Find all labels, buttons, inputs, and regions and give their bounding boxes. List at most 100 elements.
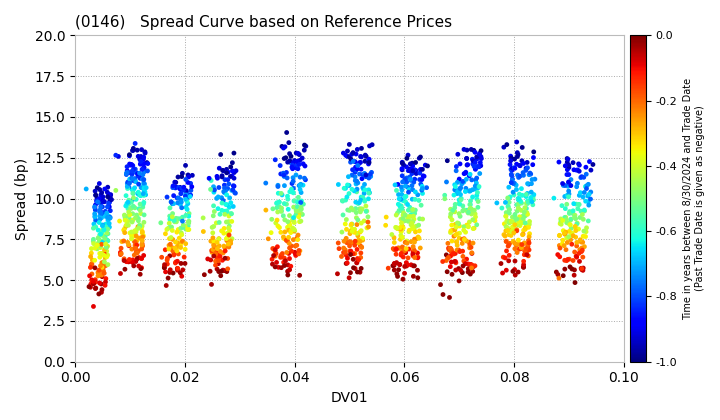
- Point: [284, 240, 295, 247]
- Point: [132, 170, 143, 177]
- Point: [554, 220, 566, 227]
- Point: [173, 194, 184, 201]
- Point: [96, 232, 108, 239]
- Point: [226, 173, 238, 179]
- Point: [518, 209, 530, 216]
- Point: [380, 214, 392, 220]
- Point: [286, 248, 297, 255]
- Point: [288, 204, 300, 210]
- Point: [450, 231, 462, 238]
- Point: [351, 178, 362, 184]
- Point: [206, 247, 217, 254]
- Point: [557, 272, 569, 279]
- Point: [449, 258, 461, 265]
- Point: [520, 225, 531, 231]
- Point: [94, 231, 105, 238]
- Point: [396, 191, 408, 198]
- Point: [88, 281, 99, 287]
- Point: [363, 223, 374, 230]
- Point: [500, 223, 512, 230]
- Point: [288, 228, 300, 234]
- Point: [121, 258, 132, 265]
- Point: [349, 242, 361, 249]
- Point: [397, 276, 409, 283]
- Point: [219, 211, 230, 218]
- Point: [564, 210, 575, 217]
- Point: [467, 186, 478, 193]
- Point: [122, 222, 134, 228]
- Point: [491, 200, 503, 206]
- Point: [469, 262, 481, 269]
- Point: [348, 188, 360, 194]
- Point: [229, 189, 240, 196]
- Point: [457, 262, 469, 269]
- Point: [122, 205, 134, 212]
- Point: [467, 268, 479, 275]
- Point: [122, 183, 133, 190]
- Point: [395, 224, 406, 231]
- Point: [96, 250, 107, 257]
- Point: [439, 192, 451, 199]
- Point: [445, 253, 456, 260]
- Point: [575, 214, 586, 221]
- Point: [135, 210, 146, 217]
- Point: [451, 168, 462, 174]
- Point: [104, 199, 115, 206]
- Point: [405, 177, 416, 184]
- Point: [349, 226, 361, 233]
- Point: [132, 255, 143, 262]
- Point: [513, 151, 524, 158]
- Point: [98, 258, 109, 265]
- Point: [219, 185, 230, 192]
- Point: [392, 210, 403, 216]
- Point: [390, 246, 401, 253]
- Point: [279, 255, 290, 261]
- Point: [89, 213, 101, 220]
- Point: [284, 212, 295, 219]
- Point: [172, 173, 184, 180]
- Point: [571, 254, 582, 260]
- Point: [212, 175, 223, 181]
- Point: [287, 180, 298, 187]
- Point: [513, 197, 524, 203]
- Point: [221, 237, 233, 244]
- Point: [455, 191, 467, 198]
- Point: [94, 198, 106, 205]
- Point: [287, 189, 298, 195]
- Point: [357, 171, 369, 178]
- Point: [336, 253, 347, 260]
- Point: [511, 139, 523, 145]
- Point: [168, 200, 179, 207]
- Point: [390, 212, 402, 218]
- Point: [466, 176, 477, 183]
- Point: [397, 244, 408, 250]
- Point: [130, 140, 141, 147]
- Point: [346, 222, 357, 228]
- Point: [554, 242, 565, 249]
- Point: [397, 254, 409, 260]
- Point: [208, 223, 220, 230]
- Point: [360, 173, 372, 180]
- Point: [516, 192, 528, 199]
- Point: [441, 268, 453, 275]
- Point: [289, 249, 300, 256]
- Point: [275, 252, 287, 259]
- Point: [581, 185, 593, 192]
- Point: [464, 173, 475, 179]
- Point: [133, 181, 145, 188]
- Point: [514, 246, 526, 252]
- Point: [167, 183, 179, 189]
- Point: [417, 185, 428, 192]
- Point: [516, 244, 527, 251]
- Point: [180, 212, 192, 219]
- Point: [450, 258, 462, 265]
- Point: [570, 215, 581, 222]
- Point: [513, 246, 525, 252]
- Point: [96, 189, 107, 196]
- Point: [98, 268, 109, 274]
- Point: [441, 257, 452, 264]
- Point: [165, 234, 176, 241]
- Point: [395, 252, 407, 258]
- Point: [343, 153, 355, 160]
- Point: [293, 182, 305, 189]
